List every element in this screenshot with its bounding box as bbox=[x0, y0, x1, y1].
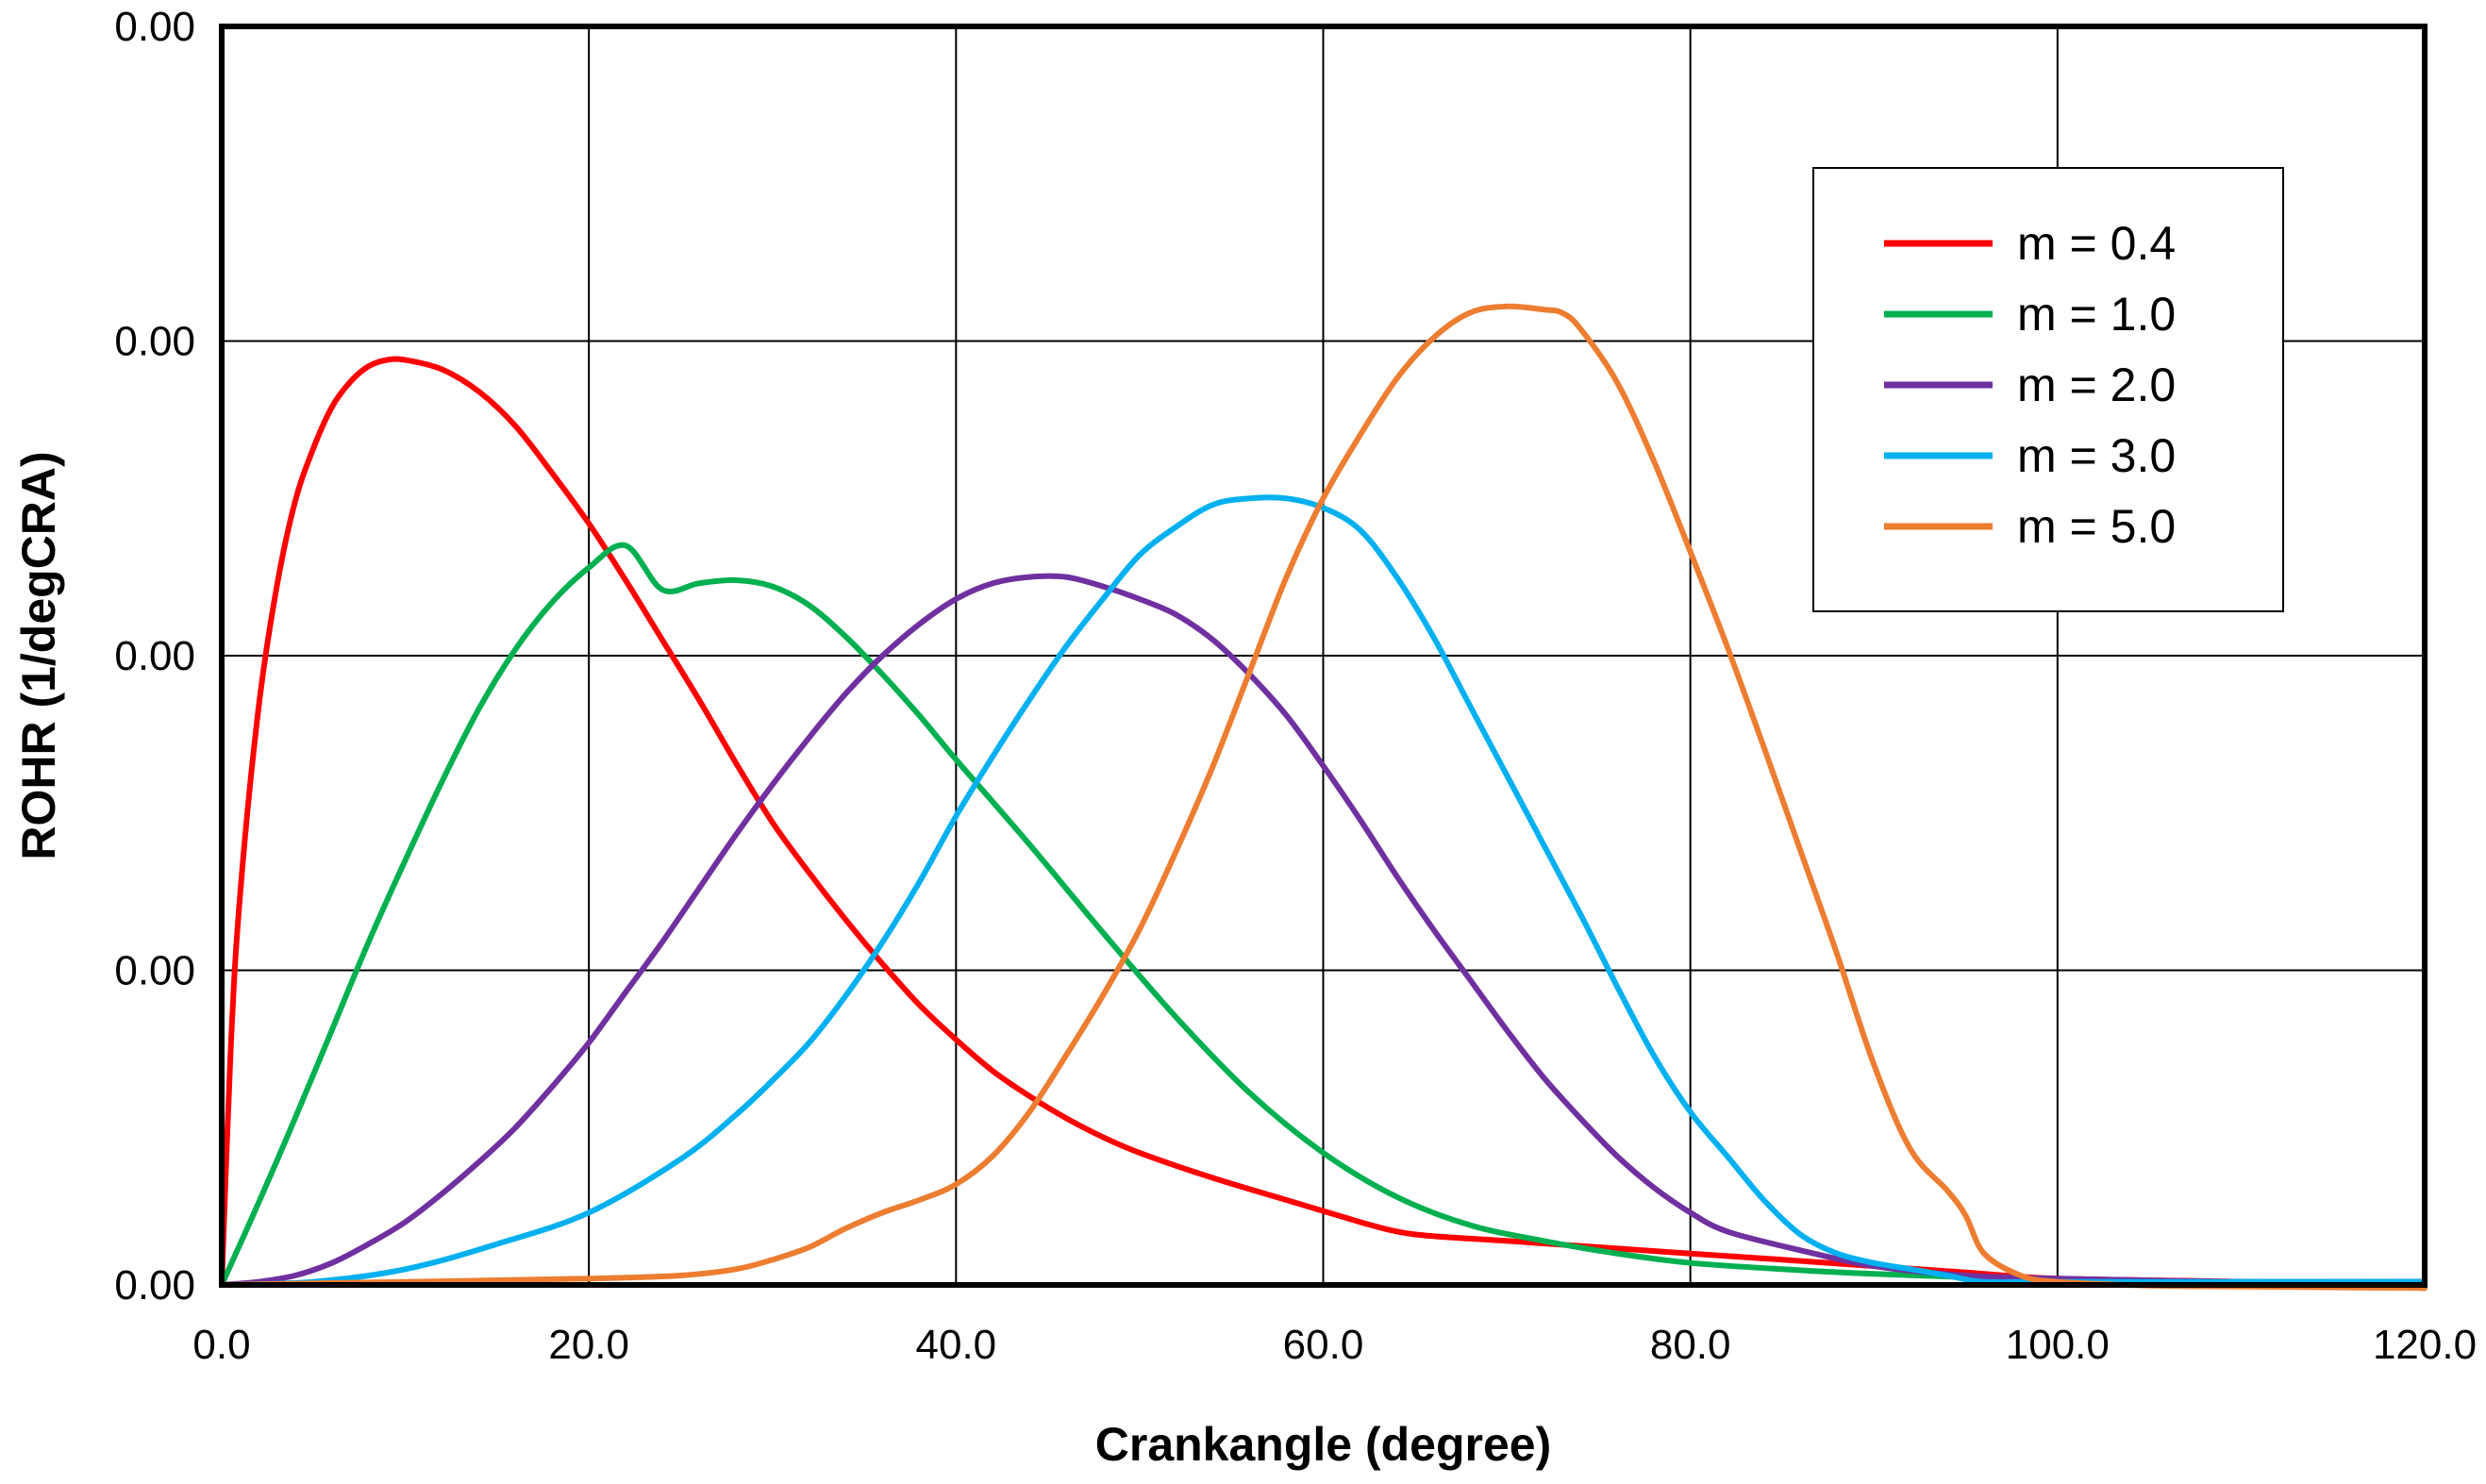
y-tick-label-1: 0.00 bbox=[114, 948, 195, 994]
y-tick-label-0: 0.00 bbox=[114, 1262, 195, 1309]
grid-lines bbox=[222, 26, 2425, 1285]
x-tick-label-5: 100.0 bbox=[2006, 1322, 2110, 1368]
x-axis-title: Crankangle (degree) bbox=[1095, 1418, 1551, 1471]
x-tick-label-6: 120.0 bbox=[2373, 1322, 2477, 1368]
series-line-0 bbox=[219, 356, 2428, 1292]
plot-frame bbox=[219, 24, 2428, 1288]
y-tick-label-2: 0.00 bbox=[114, 633, 195, 679]
legend-label-0: m = 0.4 bbox=[2017, 217, 2176, 270]
x-tick-label-4: 80.0 bbox=[1650, 1322, 1731, 1368]
y-tick-label-3: 0.00 bbox=[114, 319, 195, 365]
x-tick-label-1: 20.0 bbox=[548, 1322, 629, 1368]
legend-label-1: m = 1.0 bbox=[2017, 288, 2176, 341]
y-axis-tick-labels: 0.00 0.00 0.00 0.00 0.00 bbox=[114, 4, 195, 1309]
series-line-4 bbox=[219, 303, 2428, 1292]
legend: m = 0.4 m = 1.0 m = 2.0 m = 3.0 m = 5.0 bbox=[1812, 167, 2284, 612]
series-line-1 bbox=[219, 542, 2428, 1288]
y-axis-title: ROHR (1/degCRA) bbox=[12, 451, 65, 859]
y-tick-label-4: 0.00 bbox=[114, 4, 195, 50]
series-line-2 bbox=[219, 573, 2428, 1288]
legend-label-3: m = 3.0 bbox=[2017, 429, 2176, 482]
x-tick-label-3: 60.0 bbox=[1283, 1322, 1364, 1368]
series-lines bbox=[219, 303, 2428, 1292]
x-tick-label-0: 0.0 bbox=[192, 1322, 250, 1368]
x-axis-tick-labels: 0.0 20.0 40.0 60.0 80.0 100.0 120.0 bbox=[192, 1322, 2477, 1368]
series-line-3 bbox=[219, 494, 2428, 1288]
x-tick-label-2: 40.0 bbox=[916, 1322, 997, 1368]
legend-label-4: m = 5.0 bbox=[2017, 500, 2176, 553]
legend-label-2: m = 2.0 bbox=[2017, 358, 2176, 411]
